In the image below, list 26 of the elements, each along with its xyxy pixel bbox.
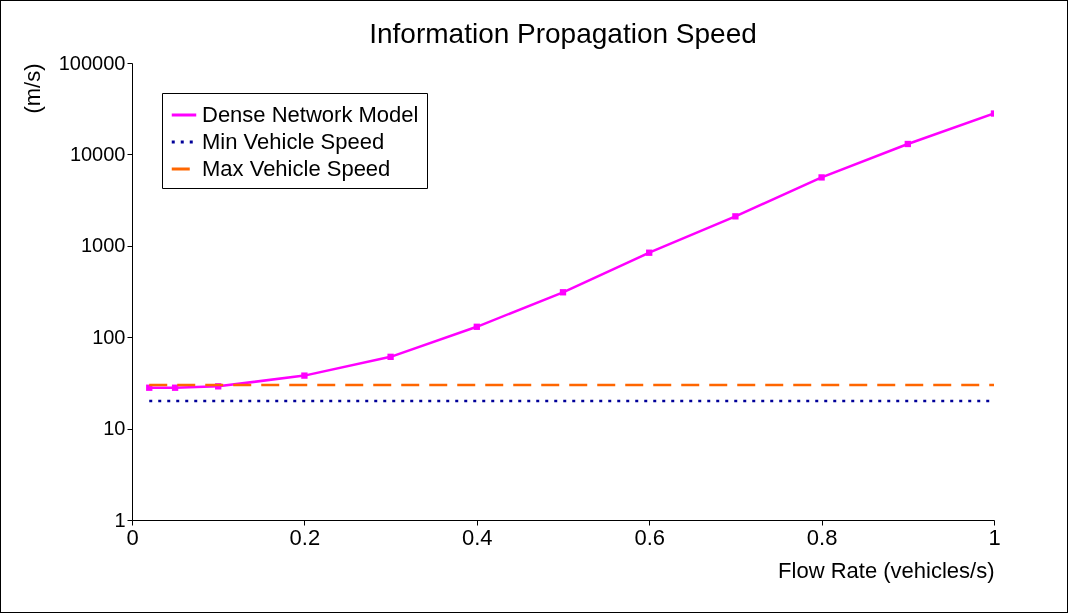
legend-label: Max Vehicle Speed <box>202 156 391 181</box>
x-tick-label: 0.2 <box>289 524 321 550</box>
point <box>473 323 480 330</box>
point <box>646 249 653 256</box>
point <box>387 353 394 360</box>
y-tick-label: 100000 <box>58 51 126 74</box>
y-tick-label: 10 <box>103 417 126 440</box>
x-tick-label: 0.4 <box>462 524 493 550</box>
x-tick-label: 0 <box>126 524 139 550</box>
x-tick-label: 0.6 <box>634 524 665 550</box>
legend-label: Dense Network Model <box>202 102 419 127</box>
y-tick-label: 1000 <box>81 234 126 257</box>
point <box>301 372 308 379</box>
x-tick-label: 0.8 <box>806 524 838 550</box>
y-tick-label: 100 <box>92 325 126 348</box>
y-axis-title: (m/s) <box>19 63 45 114</box>
point <box>904 140 911 148</box>
x-tick-label: 1 <box>988 524 1001 550</box>
point <box>732 213 739 220</box>
y-tick-label: 10000 <box>69 142 126 165</box>
x-axis-title: Flow Rate (vehicles/s) <box>778 557 995 583</box>
point <box>559 289 567 296</box>
chart-title: Information Propagation Speed <box>369 18 757 49</box>
point <box>818 174 825 181</box>
legend-label: Min Vehicle Speed <box>202 129 385 154</box>
y-tick-label: 1 <box>114 508 126 531</box>
